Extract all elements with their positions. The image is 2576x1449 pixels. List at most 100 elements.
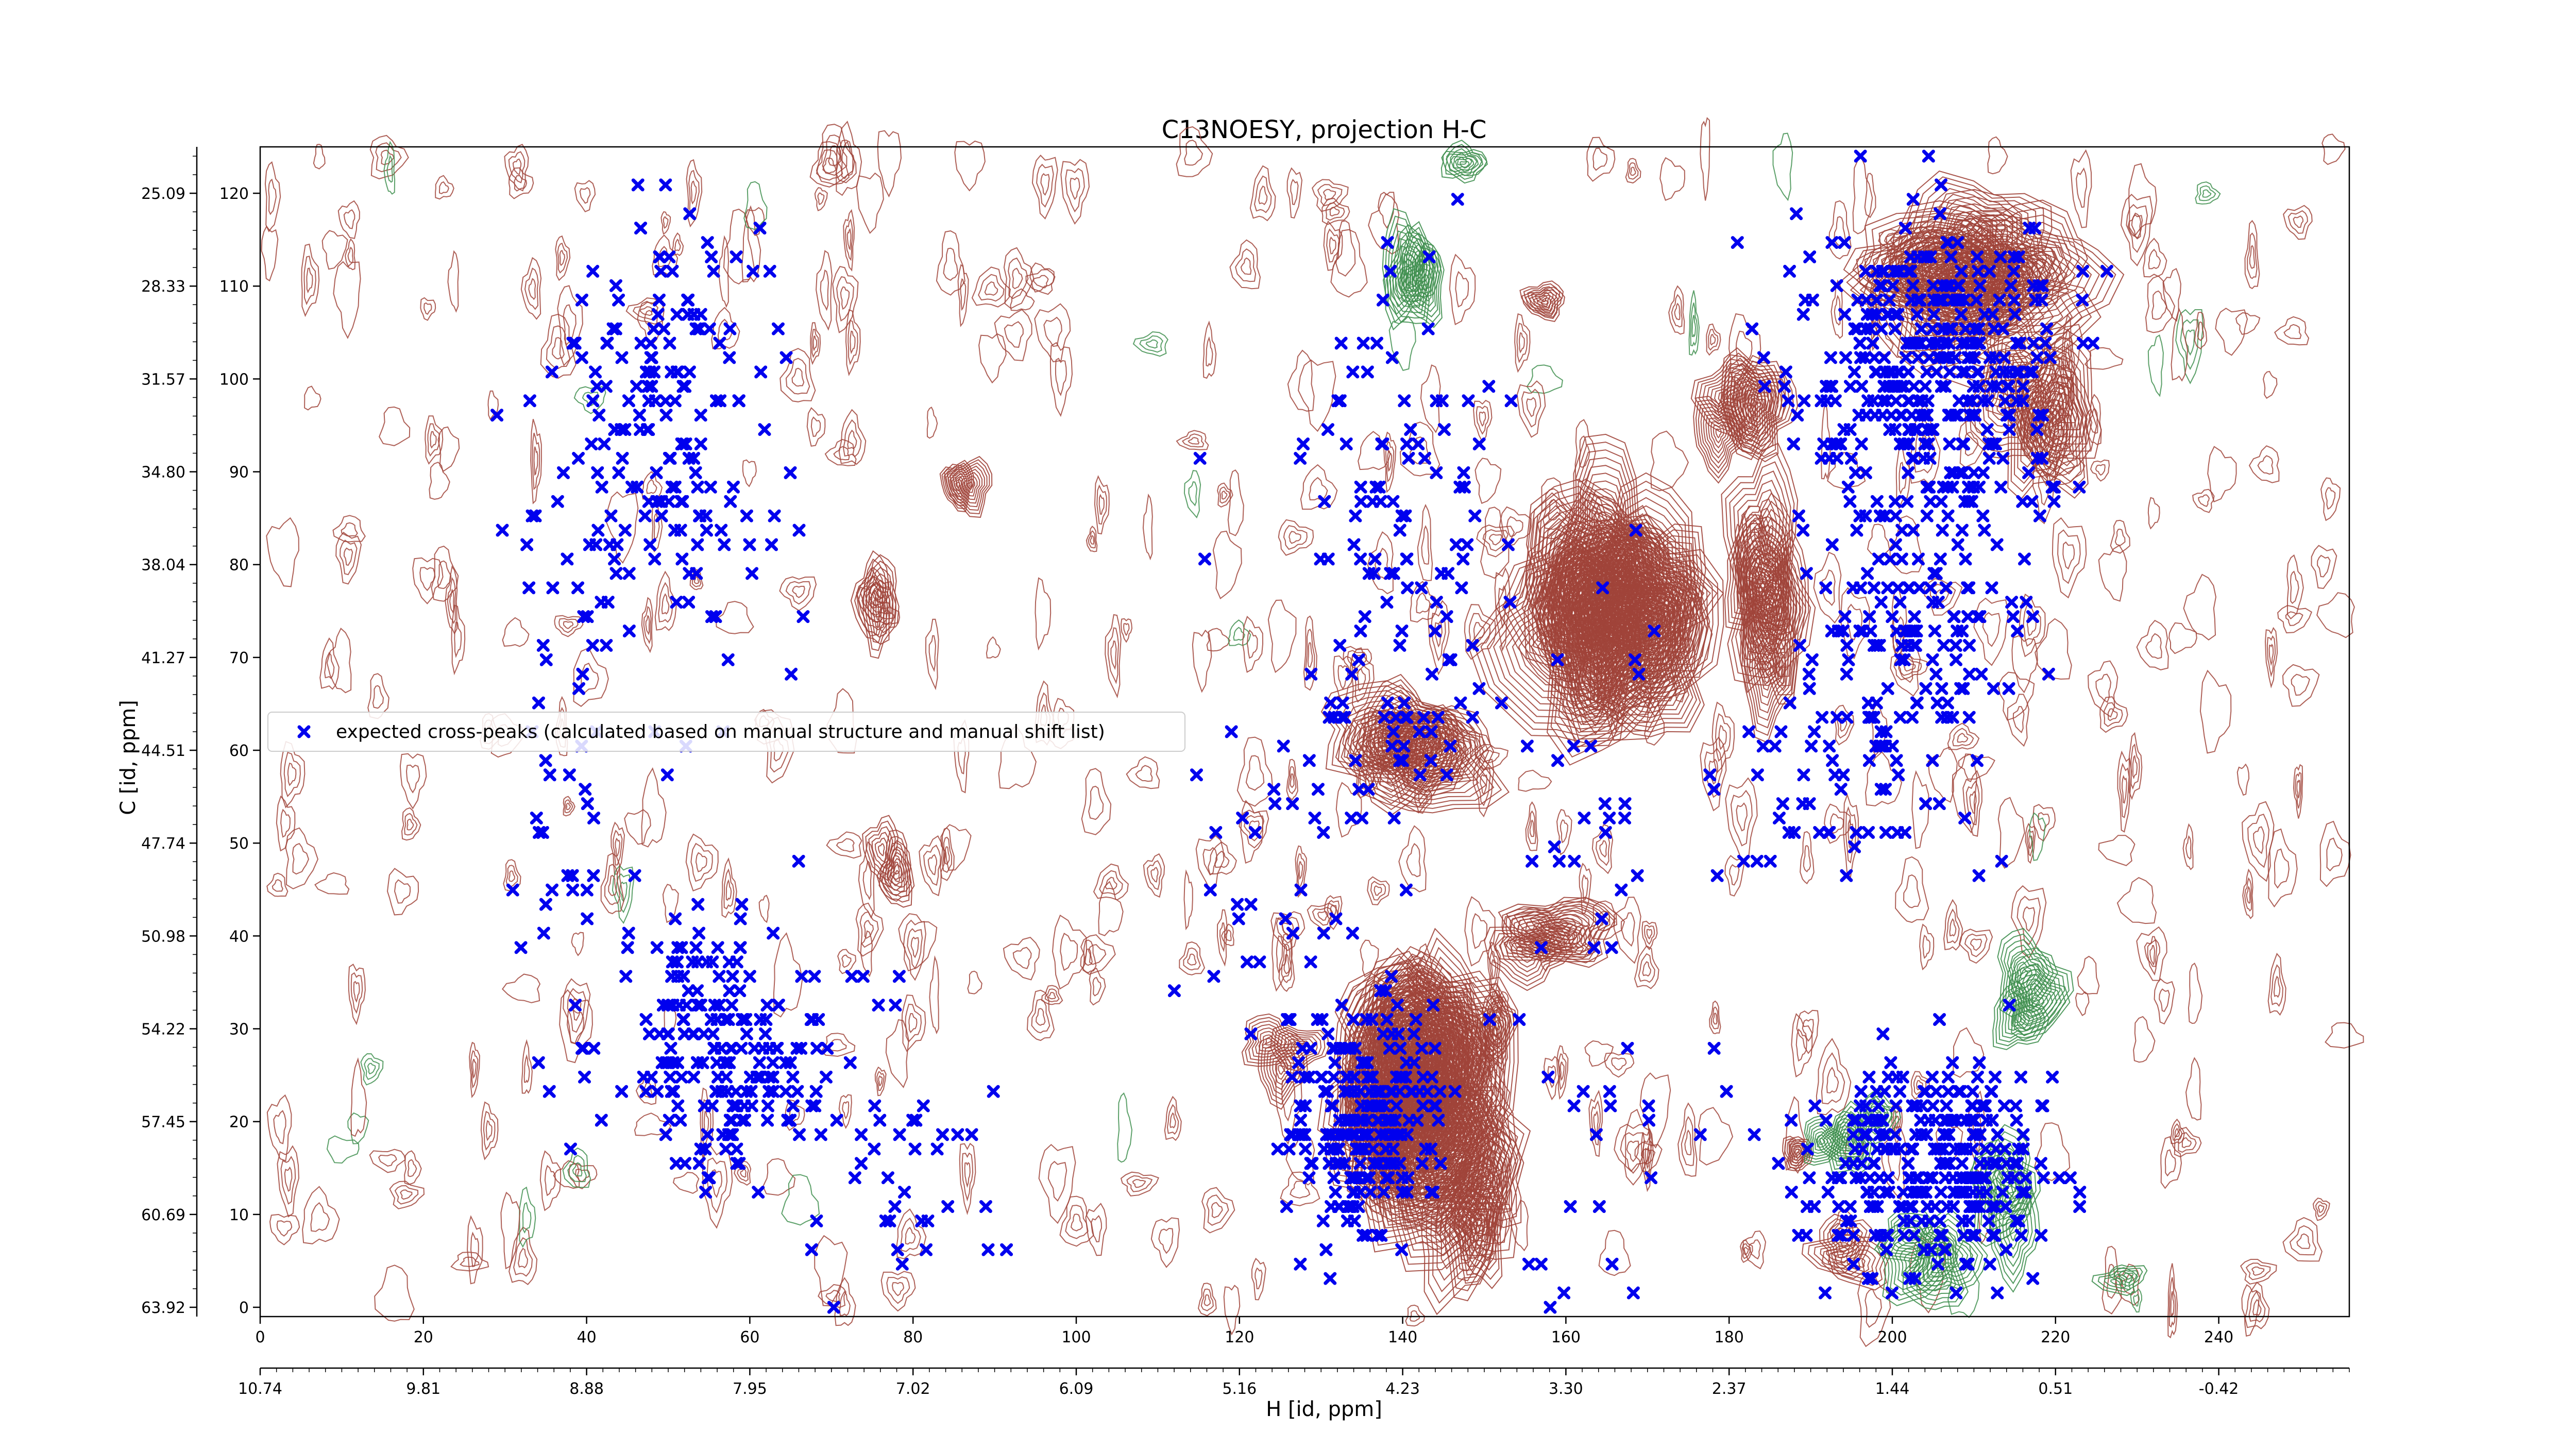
noise-contour: [608, 874, 617, 897]
noise-contour: [842, 1101, 850, 1120]
cross-peak-marker-stroke: [587, 869, 600, 882]
noise-contour: [1464, 896, 1496, 967]
noise-contour: [742, 459, 757, 487]
cross-peak: [557, 466, 570, 479]
cross-peak: [734, 912, 747, 925]
cross-peak-marker-stroke: [808, 970, 821, 983]
peak-contour: [1753, 516, 1770, 558]
peak-contour: [1445, 144, 1483, 176]
cross-peak: [1440, 610, 1453, 624]
noise-contour: [1560, 1061, 1565, 1081]
cross-peak-marker-stroke: [1466, 711, 1479, 724]
noise-contour: [2249, 245, 2256, 269]
cross-peak: [692, 926, 706, 940]
peak-contour: [1512, 587, 1592, 696]
noise-contour: [2147, 936, 2158, 976]
noise-contour: [1060, 933, 1078, 971]
cross-peak-marker-stroke: [615, 1085, 629, 1098]
cross-peak: [1241, 955, 1254, 969]
peak-contour: [1453, 152, 1472, 169]
peak-contour: [1536, 297, 1552, 310]
noise-contour: [369, 1149, 406, 1173]
cross-peak-marker-stroke: [532, 696, 545, 710]
noise-contour: [1527, 810, 1537, 845]
cross-peak: [745, 567, 759, 580]
peak-contour: [1379, 731, 1487, 800]
cross-peak-marker-stroke: [578, 1070, 591, 1084]
noise-contour: [562, 1147, 591, 1188]
noise-contour: [2076, 167, 2088, 208]
noise-contour: [2142, 238, 2167, 278]
cross-peak-marker-stroke: [1889, 495, 1902, 508]
peak-contour: [1912, 176, 2045, 284]
cross-peak: [639, 1013, 653, 1026]
cross-peak: [1953, 394, 1966, 408]
cross-peak: [2018, 552, 2031, 566]
cross-peak: [1951, 538, 1964, 551]
cross-peak-marker-stroke: [1839, 351, 1852, 364]
noise-contour: [1010, 288, 1035, 311]
cross-peak: [1231, 898, 1244, 911]
cross-peak-marker-stroke: [718, 538, 731, 551]
peak-contour: [1346, 992, 1442, 1150]
noise-contour: [374, 1265, 415, 1322]
noise-contour: [905, 1003, 922, 1043]
cross-peak: [1302, 1171, 1316, 1185]
cross-peak: [759, 1027, 772, 1040]
cross-peak-marker-stroke: [743, 538, 756, 551]
cross-peak: [1907, 524, 1920, 537]
noise-contour: [310, 1202, 330, 1232]
cross-peak-marker-stroke: [615, 351, 629, 364]
peak-contour: [1782, 1135, 1812, 1170]
cross-peak: [1451, 193, 1464, 206]
cross-peak: [1905, 409, 1919, 422]
cross-peak-marker-stroke: [1387, 812, 1401, 825]
cross-peak: [792, 524, 806, 537]
noise-contour: [539, 1150, 562, 1211]
noise-contour: [611, 821, 625, 875]
noise-contour: [1579, 863, 1592, 915]
noise-contour: [1214, 850, 1230, 868]
cross-peak-marker-stroke: [1848, 365, 1861, 379]
cross-peak-marker-stroke: [580, 883, 594, 897]
peak-contour: [858, 566, 885, 631]
cross-peak: [1889, 394, 1903, 408]
cross-peak-marker-stroke: [1947, 610, 1960, 624]
peak-contour: [2027, 415, 2043, 451]
noise-contour: [353, 981, 360, 1003]
noise-contour: [693, 576, 700, 584]
noise-contour: [1489, 950, 1499, 990]
cross-peak-marker-stroke: [720, 1070, 733, 1084]
cross-peak: [539, 754, 552, 767]
peak-contour: [1434, 995, 1490, 1132]
cross-peak-marker-stroke: [575, 293, 588, 307]
noise-contour: [615, 837, 621, 857]
noise-contour: [1700, 117, 1710, 201]
cross-peak-marker-stroke: [1354, 480, 1367, 494]
peak-contour: [1690, 354, 1762, 444]
cross-peak-marker-stroke: [600, 638, 613, 652]
noise-contour: [347, 1112, 369, 1144]
cross-peak-marker-stroke: [752, 1186, 765, 1199]
peak-contour: [1827, 1222, 1863, 1263]
cross-peak: [595, 596, 608, 609]
noise-contour: [984, 281, 998, 296]
noise-contour: [923, 845, 941, 886]
noise-contour: [1584, 1040, 1614, 1067]
cross-peak: [1207, 970, 1221, 983]
peak-contour: [1388, 238, 1425, 313]
cross-peak: [587, 1041, 601, 1055]
cross-peak: [735, 898, 749, 911]
noise-contour: [1187, 953, 1197, 966]
cross-peak-marker-stroke: [2086, 336, 2099, 350]
noise-contour: [2168, 1277, 2176, 1328]
noise-contour: [901, 1217, 921, 1252]
cross-peak-marker-stroke: [601, 336, 614, 350]
cross-peak-marker-stroke: [706, 1027, 720, 1040]
cross-peak: [603, 538, 616, 551]
noise-contour: [1164, 1096, 1182, 1141]
cross-peak-marker-stroke: [1297, 437, 1310, 451]
noise-contour: [903, 919, 926, 981]
peak-contour: [1852, 221, 1999, 317]
peak-contour: [1505, 579, 1598, 702]
